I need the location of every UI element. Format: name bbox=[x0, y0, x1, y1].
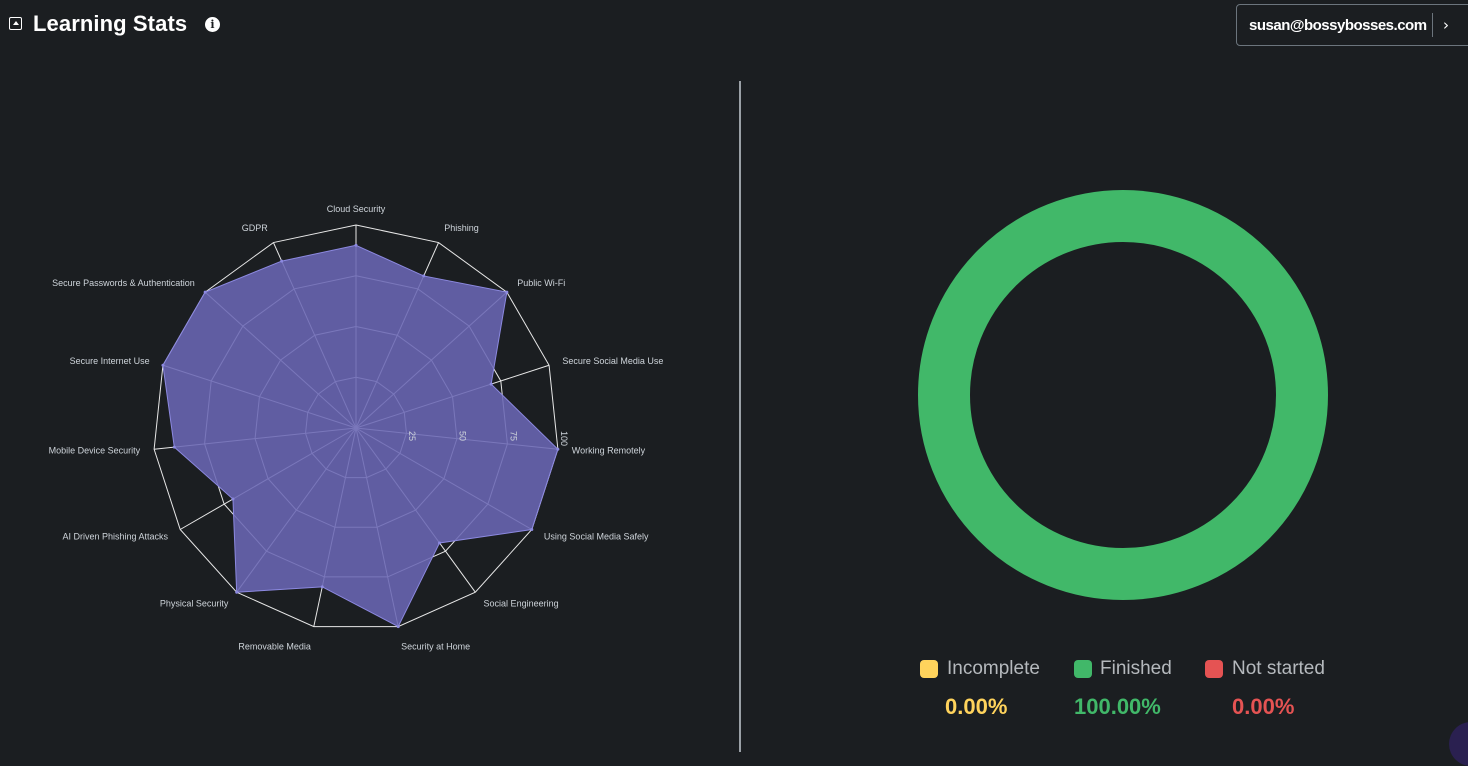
radar-axis-label: AI Driven Phishing Attacks bbox=[63, 532, 169, 542]
radar-point[interactable] bbox=[489, 382, 493, 386]
radar-axis-label: GDPR bbox=[242, 223, 269, 233]
help-launcher[interactable] bbox=[1449, 722, 1468, 766]
radar-axis-label: Security at Home bbox=[401, 641, 470, 651]
radar-point[interactable] bbox=[161, 363, 165, 367]
radar-axis-label: Working Remotely bbox=[572, 446, 646, 456]
collapse-icon[interactable] bbox=[9, 17, 22, 30]
legend-label-not-started: Not started bbox=[1232, 658, 1325, 679]
radar-axis-label: Secure Internet Use bbox=[70, 356, 150, 366]
header: Learning Stats i susan@bossybosses.com › bbox=[0, 0, 1468, 50]
radar-tick-label: 100 bbox=[559, 431, 569, 446]
radar-point[interactable] bbox=[172, 445, 176, 449]
radar-chart: 25 50 75 100 Cloud Security Phishing Public Wi… bbox=[49, 204, 664, 651]
page-title: Learning Stats bbox=[33, 11, 188, 36]
radar-tick-label: 50 bbox=[458, 431, 468, 441]
radar-point[interactable] bbox=[556, 447, 560, 451]
radar-axis-label: Public Wi-Fi bbox=[517, 278, 565, 288]
radar-axis-label: Using Social Media Safely bbox=[544, 532, 649, 542]
radar-point[interactable] bbox=[505, 290, 509, 294]
donut-chart bbox=[918, 190, 1328, 600]
legend-label-finished: Finished bbox=[1100, 658, 1172, 679]
radar-point[interactable] bbox=[438, 541, 442, 545]
legend-swatch-finished bbox=[1074, 660, 1092, 678]
radar-point[interactable] bbox=[530, 528, 534, 531]
legend-value-not-started: 0.00% bbox=[1232, 694, 1295, 719]
legend-swatch-incomplete bbox=[920, 660, 938, 678]
legend-swatch-not-started bbox=[1205, 660, 1223, 678]
select-divider bbox=[1432, 13, 1433, 37]
chevron-right-icon[interactable]: › bbox=[1443, 16, 1449, 34]
donut-legend: Incomplete 0.00% Finished 100.00% Not st… bbox=[900, 656, 1360, 736]
radar-axis-label: Removable Media bbox=[238, 641, 311, 651]
info-icon[interactable]: i bbox=[205, 17, 220, 32]
radar-point[interactable] bbox=[203, 290, 207, 294]
radar-point[interactable] bbox=[231, 497, 235, 501]
radar-point[interactable] bbox=[354, 243, 358, 247]
radar-tick-label: 25 bbox=[407, 431, 417, 441]
legend-value-finished: 100.00% bbox=[1074, 694, 1161, 719]
radar-axis-label: Cloud Security bbox=[327, 204, 386, 214]
user-select[interactable]: susan@bossybosses.com › bbox=[1236, 4, 1468, 46]
radar-axis-label: Social Engineering bbox=[484, 599, 559, 609]
radar-axis-label: Secure Passwords & Authentication bbox=[52, 278, 195, 288]
panel-divider bbox=[739, 81, 741, 752]
radar-point[interactable] bbox=[280, 259, 284, 263]
legend-label-incomplete: Incomplete bbox=[947, 658, 1040, 679]
radar-axis-label: Mobile Device Security bbox=[49, 446, 141, 456]
radar-axis-label: Physical Security bbox=[160, 599, 229, 609]
radar-tick-label: 75 bbox=[508, 431, 518, 441]
radar-point[interactable] bbox=[396, 625, 400, 629]
radar-point[interactable] bbox=[235, 590, 239, 594]
radar-point[interactable] bbox=[422, 274, 426, 278]
radar-series-area bbox=[162, 244, 559, 628]
radar-axis-label: Phishing bbox=[444, 223, 479, 233]
radar-axis-label: Secure Social Media Use bbox=[562, 356, 663, 366]
legend-value-incomplete: 0.00% bbox=[945, 694, 1008, 719]
radar-point[interactable] bbox=[320, 585, 324, 589]
user-email: susan@bossybosses.com bbox=[1249, 17, 1427, 34]
donut-slice-finished[interactable] bbox=[918, 190, 1328, 600]
